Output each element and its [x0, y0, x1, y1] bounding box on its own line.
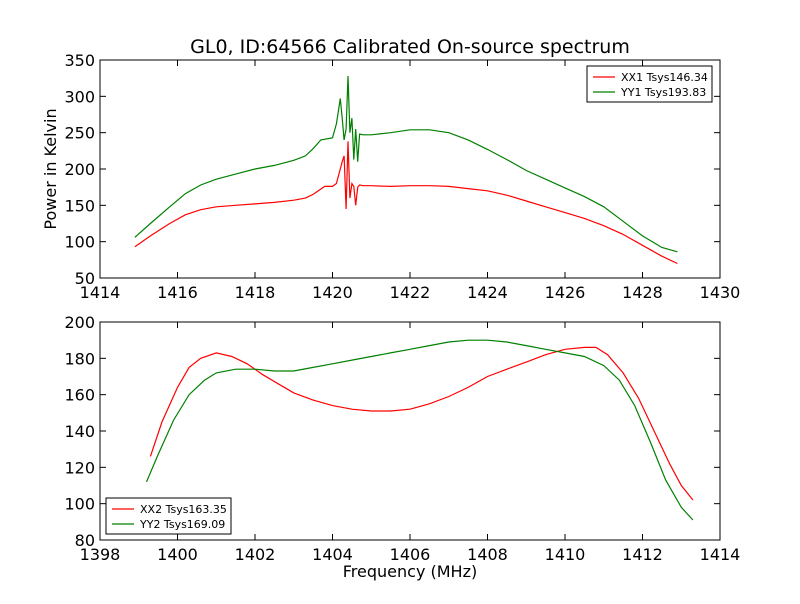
top-panel: 1414 1416 1418 1420 1422 1424 1426 1428 1430 50 10…: [41, 51, 740, 302]
y-tick-label: 250: [64, 124, 95, 143]
series-line-2: [145, 339, 694, 521]
x-tick-label: 1400: [157, 545, 198, 564]
x-tick-label: 1416: [157, 283, 198, 302]
y-tick-label: 100: [64, 495, 95, 514]
x-tick-label: 1428: [622, 283, 663, 302]
y-tick-label: 150: [64, 196, 95, 215]
legend-label: XX1 Tsys146.34: [621, 71, 708, 84]
legend: XX1 Tsys146.34 YY1 Tsys193.83: [586, 65, 713, 103]
y-tick-label: 100: [64, 233, 95, 252]
x-tick-label: 1406: [390, 545, 431, 564]
legend-label: XX2 Tsys163.35: [140, 503, 227, 516]
legend-label: YY1 Tsys193.83: [620, 86, 706, 99]
x-tick-label: 1398: [80, 545, 121, 564]
x-tick-label: 1424: [467, 283, 508, 302]
y-axis-label: Power in Kelvin: [41, 108, 60, 229]
x-tick-label: 1422: [390, 283, 431, 302]
y-tick-label: 50: [75, 269, 95, 288]
legend-label: YY2 Tsys169.09: [139, 518, 225, 531]
x-tick-label: 1420: [312, 283, 353, 302]
x-tick-label: 1412: [622, 545, 663, 564]
y-tick-label: 140: [64, 422, 95, 441]
x-tick-label: 1404: [312, 545, 353, 564]
x-tick-label: 1414: [700, 545, 741, 564]
y-tick-label: 180: [64, 349, 95, 368]
y-tick-label: 200: [64, 160, 95, 179]
chart-title: GL0, ID:64566 Calibrated On-source spect…: [190, 36, 630, 58]
legend: XX2 Tsys163.35 YY2 Tsys169.09: [105, 497, 232, 535]
bottom-panel: 1398 1400 1402 1404 1406 1408 1410 1412 1414 80 10…: [64, 313, 740, 581]
series-group: [145, 339, 694, 521]
series-line-1: [149, 346, 694, 501]
y-tick-label: 160: [64, 386, 95, 405]
y-tick-label: 80: [75, 531, 95, 550]
legend-box: [586, 65, 713, 103]
x-tick-label: 1414: [80, 283, 121, 302]
series-line-2: [134, 75, 678, 253]
x-tick-label: 1418: [235, 283, 276, 302]
x-tick-label: 1426: [545, 283, 586, 302]
y-tick-label: 300: [64, 87, 95, 106]
x-tick-label: 1402: [235, 545, 276, 564]
x-tick-label: 1430: [700, 283, 741, 302]
legend-box: [105, 497, 232, 535]
y-tick-label: 200: [64, 313, 95, 332]
series-line-1: [134, 141, 678, 265]
y-tick-label: 120: [64, 458, 95, 477]
x-axis-label: Frequency (MHz): [343, 562, 477, 581]
series-group: [134, 75, 678, 265]
x-tick-label: 1408: [467, 545, 508, 564]
y-tick-label: 350: [64, 51, 95, 70]
x-tick-label: 1410: [545, 545, 586, 564]
